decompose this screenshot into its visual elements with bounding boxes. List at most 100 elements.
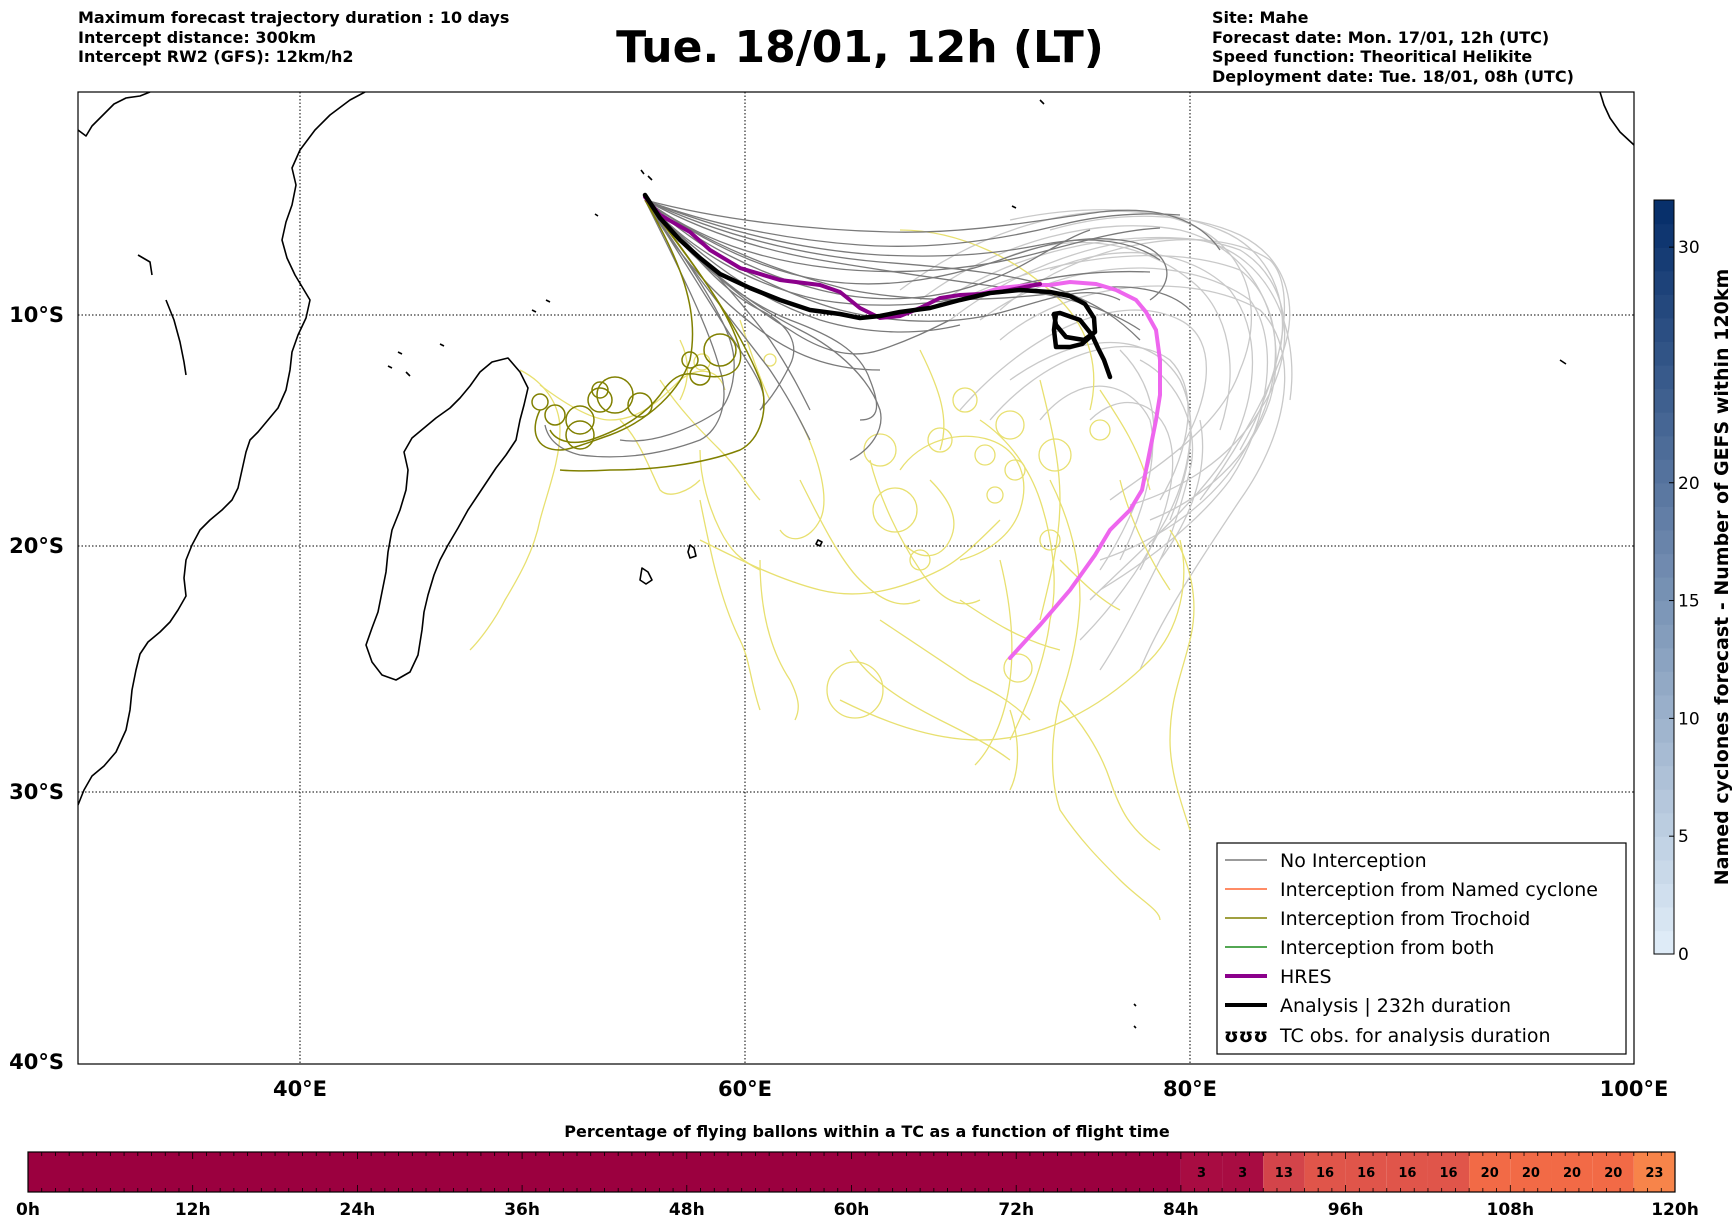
time-bar-tick-label: 84h	[1163, 1200, 1199, 1220]
chagos-islands	[1011, 99, 1567, 365]
map-content	[78, 92, 1634, 1064]
time-bar-value-label: 20	[1522, 1166, 1540, 1181]
colorbar-cell	[1654, 317, 1674, 342]
legend: No Interception Interception from Named …	[1216, 842, 1627, 1055]
time-bar: 3 3 13 16 16 16 16 20 20 20 20 23 0h 12h 24h 36h 48h 60h…	[16, 1151, 1699, 1220]
colorbar-cell	[1654, 364, 1674, 390]
colorbar-cell	[1654, 647, 1674, 672]
lat-label-10s: 10°S	[9, 303, 64, 327]
lon-label-60e: 60°E	[718, 1077, 772, 1101]
header-intercept-distance: Intercept distance: 300km	[78, 27, 317, 47]
time-bar-tick-label: 48h	[669, 1200, 705, 1220]
lon-label-40e: 40°E	[273, 1077, 327, 1101]
time-bar-segment	[1510, 1152, 1552, 1192]
time-bar-tick-label: 108h	[1487, 1200, 1535, 1220]
time-bar-segment	[1633, 1152, 1675, 1192]
time-bar-value-label: 16	[1316, 1166, 1334, 1181]
header-left-info: Maximum forecast trajectory duration : 1…	[78, 8, 509, 67]
time-bar-segment	[1386, 1152, 1428, 1192]
legend-item-tc-obs: ʊʊʊ TC obs. for analysis duration	[1224, 1025, 1551, 1047]
time-bar-value-label: 16	[1357, 1166, 1375, 1181]
colorbar-cell	[1654, 718, 1674, 743]
colorbar-ticks: 0 5 10 15 20 30	[1669, 238, 1700, 965]
time-bar-segment	[1469, 1152, 1511, 1192]
colorbar-cell	[1654, 247, 1674, 272]
tc-obs-symbol: ʊʊʊ	[1224, 1025, 1268, 1047]
colorbar-tick-label: 30	[1678, 238, 1700, 258]
time-bar-segment	[1222, 1152, 1264, 1192]
colorbar-cell	[1654, 741, 1674, 767]
colorbar-cell	[1654, 765, 1674, 790]
legend-label: HRES	[1280, 966, 1332, 988]
colorbar-cell	[1654, 600, 1674, 625]
time-bar-tick-label: 24h	[340, 1200, 376, 1220]
latitude-labels: 10°S 20°S 30°S 40°S	[9, 303, 64, 1074]
legend-item-both: Interception from both	[1225, 937, 1494, 959]
madagascar-coastline	[365, 357, 529, 681]
colorbar-label: Named cyclones forecast - Number of GEFS…	[1711, 269, 1733, 886]
time-bar-minor-ticks	[27, 1152, 1676, 1192]
colorbar-cell	[1654, 529, 1674, 555]
legend-label: Interception from Trochoid	[1280, 908, 1530, 930]
time-bar-segment	[1551, 1152, 1593, 1192]
time-bar-tick-label: 0h	[16, 1200, 40, 1220]
time-bar-segments: 3 3 13 16 16 16 16 20 20 20 20 23	[28, 1152, 1675, 1192]
colorbar-cell	[1654, 553, 1674, 578]
time-bar-segment	[1180, 1152, 1223, 1192]
colorbar-cell	[1654, 836, 1674, 861]
aldabra-islands	[439, 299, 551, 347]
colorbar-tick-label: 20	[1678, 474, 1700, 494]
header-forecast-date: Forecast date: Mon. 17/01, 12h (UTC)	[1212, 27, 1550, 47]
tc-obs-track	[978, 279, 1162, 660]
time-bar-value-label: 3	[1238, 1166, 1247, 1181]
legend-item-named-cyclone: Interception from Named cyclone	[1225, 879, 1598, 901]
time-bar-value-label: 20	[1604, 1166, 1622, 1181]
colorbar-cell	[1654, 270, 1674, 295]
yellow-tracks	[469, 229, 1195, 921]
africa-coastline	[78, 92, 366, 806]
trochoid-intercept-tracks	[531, 199, 765, 472]
colorbar-cell	[1654, 388, 1674, 413]
colorbar-cell	[1654, 624, 1674, 649]
legend-label: TC obs. for analysis duration	[1279, 1025, 1551, 1047]
header-site: Site: Mahe	[1212, 8, 1309, 27]
colorbar-cell	[1654, 482, 1674, 507]
header-speed-function: Speed function: Theoritical Helikite	[1212, 47, 1533, 66]
time-bar-segment	[1263, 1152, 1305, 1192]
time-bar-value-label: 23	[1645, 1166, 1663, 1181]
time-bar-value-label: 13	[1275, 1166, 1293, 1181]
header-duration: Maximum forecast trajectory duration : 1…	[78, 8, 510, 27]
colorbar-cell	[1654, 812, 1674, 837]
mauritius-island	[687, 544, 697, 559]
time-bar-value-label: 16	[1439, 1166, 1457, 1181]
lat-label-20s: 20°S	[9, 534, 64, 558]
amsterdam-island	[1133, 1003, 1137, 1029]
time-bar-segment	[1427, 1152, 1470, 1192]
colorbar-cell	[1654, 459, 1674, 484]
legend-label: Interception from Named cyclone	[1280, 879, 1598, 901]
colorbar-tick-label: 5	[1678, 827, 1689, 847]
time-bar-tick-label: 60h	[834, 1200, 870, 1220]
zanzibar-islands	[137, 254, 187, 376]
time-bar-tick-label: 36h	[504, 1200, 540, 1220]
colorbar-cell	[1654, 789, 1674, 814]
time-bar-segment	[1304, 1152, 1346, 1192]
time-bar-value-label: 20	[1481, 1166, 1499, 1181]
sri-lanka-coast	[1599, 92, 1634, 146]
reunion-island	[639, 567, 653, 585]
colorbar-cell	[1654, 883, 1674, 908]
time-bar-tick-label: 72h	[998, 1200, 1034, 1220]
legend-label: Interception from both	[1280, 937, 1494, 959]
header-intercept-rw2: Intercept RW2 (GFS): 12km/h2	[78, 47, 354, 66]
colorbar-cell	[1654, 671, 1674, 696]
legend-label: No Interception	[1280, 850, 1427, 872]
colorbar-frame	[1653, 199, 1675, 955]
time-bar-value-label: 16	[1398, 1166, 1416, 1181]
colorbar-tick-label: 0	[1678, 945, 1689, 965]
seychelles-islands	[594, 169, 653, 217]
time-bar-title: Percentage of flying ballons within a TC…	[564, 1122, 1170, 1141]
colorbar-cell	[1654, 294, 1674, 319]
legend-item-analysis: Analysis | 232h duration	[1225, 995, 1511, 1017]
analysis-track	[642, 192, 1113, 380]
